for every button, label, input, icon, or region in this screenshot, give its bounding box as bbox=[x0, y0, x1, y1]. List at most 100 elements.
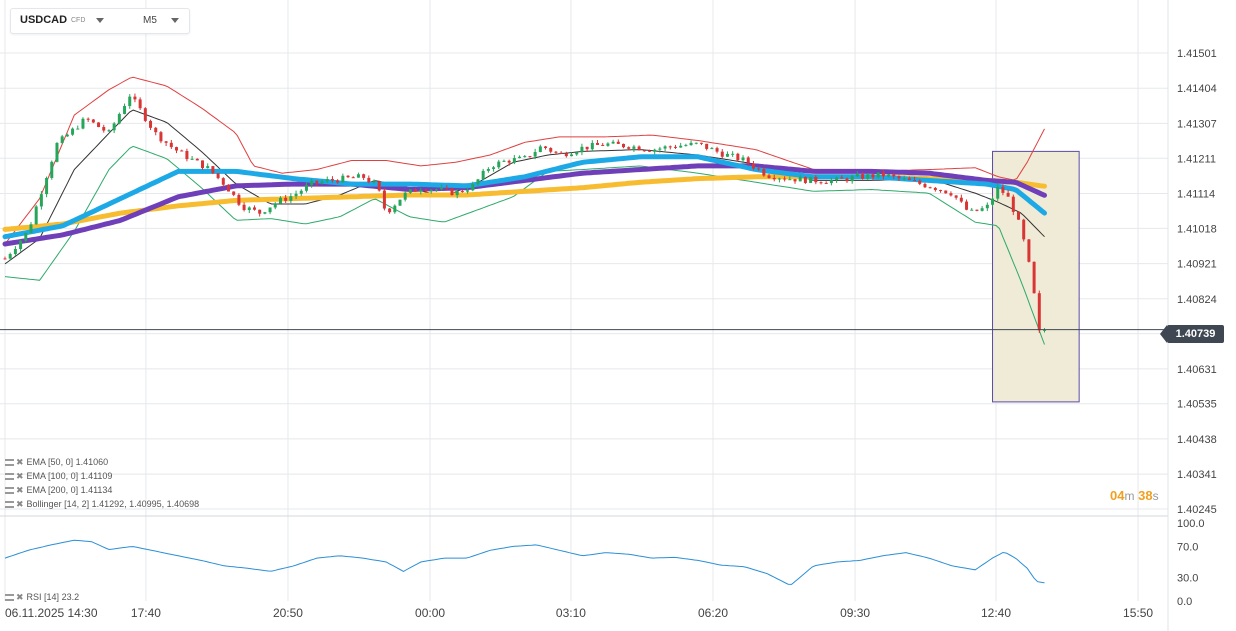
symbol-name[interactable]: USDCAD bbox=[20, 14, 68, 26]
candle bbox=[507, 159, 511, 166]
candle-body bbox=[1043, 329, 1046, 331]
candle-body bbox=[835, 177, 839, 181]
candle-body bbox=[528, 156, 532, 158]
candle-body bbox=[559, 152, 563, 154]
candle-body bbox=[746, 157, 750, 164]
candle bbox=[606, 142, 610, 147]
candle-body bbox=[273, 203, 277, 208]
close-icon[interactable]: ✖ bbox=[16, 499, 24, 509]
candle-body bbox=[783, 178, 787, 180]
candle bbox=[923, 182, 927, 189]
legend-ema50[interactable]: ✖ EMA [50, 0] 1.41060 bbox=[5, 457, 108, 468]
candle-body bbox=[8, 254, 12, 259]
candle bbox=[918, 179, 922, 186]
legend-rsi[interactable]: ✖ RSI [14] 23.2 bbox=[5, 592, 79, 603]
settings-icon[interactable] bbox=[5, 473, 14, 481]
bollinger-lower-line bbox=[4, 145, 1045, 345]
time-tick-label: 20:50 bbox=[273, 606, 303, 620]
candle bbox=[330, 176, 334, 183]
candle-body bbox=[362, 174, 366, 178]
candle bbox=[382, 187, 386, 211]
candle bbox=[133, 93, 137, 103]
candle-body bbox=[39, 194, 43, 207]
candle-body bbox=[845, 178, 849, 182]
candle bbox=[1037, 290, 1041, 333]
candle bbox=[221, 177, 225, 188]
candle-body bbox=[585, 146, 589, 150]
candle bbox=[1017, 211, 1021, 220]
candle-body bbox=[580, 146, 584, 153]
candle bbox=[647, 149, 651, 153]
timeframe-dropdown-chevron-down-icon[interactable] bbox=[171, 18, 179, 23]
symbol-selector[interactable]: USDCAD CFD M5 bbox=[10, 8, 190, 34]
time-tick-label: 03:10 bbox=[556, 606, 586, 620]
settings-icon[interactable] bbox=[5, 501, 14, 509]
close-icon[interactable]: ✖ bbox=[16, 457, 24, 467]
candle-body bbox=[803, 176, 807, 183]
candle-body bbox=[809, 176, 813, 183]
candle bbox=[325, 176, 329, 184]
candle bbox=[455, 189, 459, 199]
candle bbox=[502, 159, 506, 162]
candle bbox=[65, 133, 69, 137]
candle bbox=[481, 168, 485, 181]
legend-ema50-text: EMA [50, 0] 1.41060 bbox=[26, 457, 109, 467]
candle-body bbox=[351, 177, 355, 179]
settings-icon[interactable] bbox=[5, 487, 14, 495]
candle bbox=[959, 194, 963, 203]
candle-body bbox=[117, 113, 121, 124]
candle bbox=[788, 176, 792, 181]
candle bbox=[112, 122, 116, 134]
candle-body bbox=[128, 96, 132, 107]
candle-body bbox=[424, 190, 428, 192]
candle-body bbox=[596, 142, 600, 145]
candle-body bbox=[798, 176, 802, 182]
candle bbox=[471, 181, 475, 192]
candle-body bbox=[403, 192, 407, 200]
candle-body bbox=[840, 177, 844, 179]
candle-body bbox=[710, 148, 714, 150]
symbol-dropdown-chevron-down-icon[interactable] bbox=[96, 18, 104, 23]
candle bbox=[1032, 261, 1036, 294]
candle bbox=[949, 191, 953, 197]
legend-ema200[interactable]: ✖ EMA [200, 0] 1.41134 bbox=[5, 485, 112, 496]
timeframe-label[interactable]: M5 bbox=[143, 15, 157, 26]
candle bbox=[247, 206, 251, 214]
price-tick-label: 1.41404 bbox=[1177, 83, 1217, 95]
candle bbox=[440, 184, 444, 191]
legend-ema100[interactable]: ✖ EMA [100, 0] 1.41109 bbox=[5, 471, 112, 482]
close-icon[interactable]: ✖ bbox=[16, 592, 24, 602]
candle-body bbox=[310, 180, 314, 186]
candle-body bbox=[71, 128, 75, 135]
close-icon[interactable]: ✖ bbox=[16, 485, 24, 495]
candle-body bbox=[325, 179, 329, 182]
candle bbox=[492, 166, 496, 172]
countdown-seconds-unit: s bbox=[1152, 489, 1159, 503]
candle bbox=[751, 160, 755, 171]
grid-lines bbox=[0, 0, 1168, 601]
candle bbox=[154, 126, 158, 136]
candle bbox=[668, 145, 672, 150]
price-tick-label: 1.40438 bbox=[1177, 434, 1217, 446]
time-tick-label: 09:30 bbox=[840, 606, 870, 620]
candle bbox=[975, 209, 979, 212]
candle bbox=[34, 204, 38, 225]
candle-body bbox=[29, 224, 33, 233]
close-icon[interactable]: ✖ bbox=[16, 471, 24, 481]
candle bbox=[855, 171, 859, 178]
candle-body bbox=[824, 182, 828, 184]
candle-body bbox=[460, 190, 464, 192]
candle-body bbox=[502, 160, 506, 162]
countdown-seconds: 38 bbox=[1138, 488, 1153, 503]
candle bbox=[803, 176, 807, 184]
settings-icon[interactable] bbox=[5, 594, 14, 602]
legend-bollinger[interactable]: ✖ Bollinger [14, 2] 1.41292, 1.40995, 1.4… bbox=[5, 499, 199, 510]
candle-body bbox=[965, 201, 969, 210]
candle bbox=[720, 149, 724, 159]
candle-body bbox=[107, 130, 111, 132]
settings-icon[interactable] bbox=[5, 459, 14, 467]
candle bbox=[159, 130, 163, 144]
instrument-type: CFD bbox=[71, 17, 86, 24]
